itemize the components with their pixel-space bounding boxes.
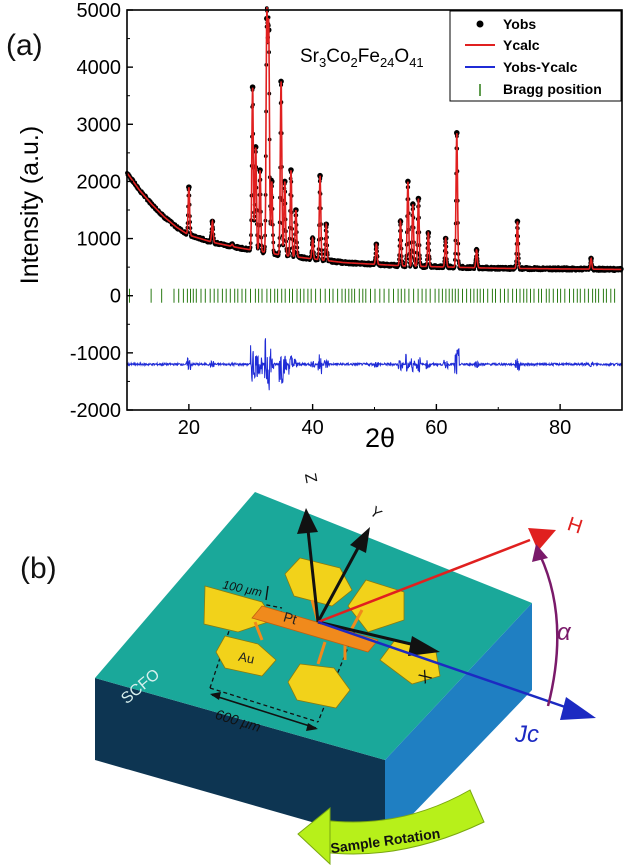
dimension-600-arrowhead-right (306, 723, 318, 731)
dimension-100-arrow (265, 585, 269, 601)
yobs-peak-point (257, 167, 263, 173)
formula-sub-1: 3 (319, 55, 326, 70)
y-tick-label: 3000 (77, 114, 122, 136)
x-axis-label: 2θ (365, 423, 395, 453)
y-axis-arrow-label: Y (366, 503, 385, 522)
axis-x (317, 620, 440, 656)
y-tick-label: 5000 (77, 0, 122, 22)
pad-top (284, 557, 353, 607)
yobs-peak-point (288, 167, 294, 173)
yobs-peak-point (405, 178, 411, 185)
panel-b-label: (b) (20, 552, 57, 585)
y-tick-label: 4000 (77, 57, 122, 79)
x-tick-label: 60 (425, 417, 447, 439)
formula-el-4: O (394, 46, 409, 67)
h-field-arrow (317, 528, 556, 624)
y-tick-label: -1000 (70, 343, 121, 365)
pad-left (215, 635, 277, 677)
legend-yobs-marker (476, 20, 484, 28)
device-diagram: Pt Au SCFO 100 μm 600 μm Z Y X H (95, 472, 596, 865)
y-tick-label: 1000 (77, 229, 122, 251)
y-tick-label: -2000 (70, 400, 121, 422)
chart-legend: Yobs Ycalc Yobs-Ycalc Bragg position (449, 10, 622, 102)
formula-el-3: Fe (358, 46, 380, 67)
panel-a-label: (a) (6, 29, 43, 62)
legend-diff-label: Yobs-Ycalc (503, 59, 578, 75)
x-tick-label: 80 (549, 417, 571, 439)
x-tick-label: 20 (178, 417, 200, 439)
formula-el-2: Co (326, 46, 350, 67)
dimension-600-arrowhead-left (210, 692, 221, 700)
xrd-chart: -2000 -1000 0 1000 2000 3000 4000 5000 20 40 60 80 (70, 0, 624, 439)
sample-rotation-arrow (297, 789, 485, 865)
pt-label: Pt (282, 608, 299, 627)
y-tick-label: 0 (110, 286, 121, 308)
substrate-side-face (385, 603, 532, 843)
difference-line (126, 338, 623, 391)
formula-sub-3: 24 (380, 55, 394, 70)
y-axis-label: Intensity (a.u.) (16, 126, 44, 284)
jc-label: Jc (514, 721, 539, 748)
yobs-peak-point (249, 84, 256, 90)
pad-bottom (287, 663, 351, 709)
chart-formula: Sr3Co2Fe24O41 (300, 46, 424, 70)
plot-frame (126, 9, 623, 411)
axis-y (316, 527, 370, 623)
ycalc-line (126, 7, 622, 271)
h-field-label: H (565, 513, 586, 538)
legend-ycalc-label: Ycalc (503, 37, 540, 53)
formula-el-1: Sr (300, 46, 320, 67)
gold-pads (203, 557, 441, 709)
formula-sub-4: 41 (409, 55, 423, 70)
yobs-peak-point (453, 130, 460, 136)
substrate-front-face (95, 678, 385, 843)
jc-current-arrow (317, 620, 596, 720)
au-label: Au (237, 649, 256, 667)
dimension-600-arrow (211, 694, 317, 729)
yobs-peak-point (252, 144, 259, 150)
z-axis-label: Z (301, 472, 319, 485)
legend-bragg-label: Bragg position (503, 81, 602, 97)
pt-leads (253, 599, 364, 665)
alpha-angle-arc (532, 544, 559, 707)
legend-yobs-label: Yobs (503, 16, 536, 32)
y-tick-label: 2000 (77, 171, 122, 193)
alpha-label: α (557, 619, 572, 646)
x-tick-label: 40 (302, 417, 324, 439)
formula-sub-2: 2 (351, 55, 358, 70)
axis-z (297, 508, 320, 623)
